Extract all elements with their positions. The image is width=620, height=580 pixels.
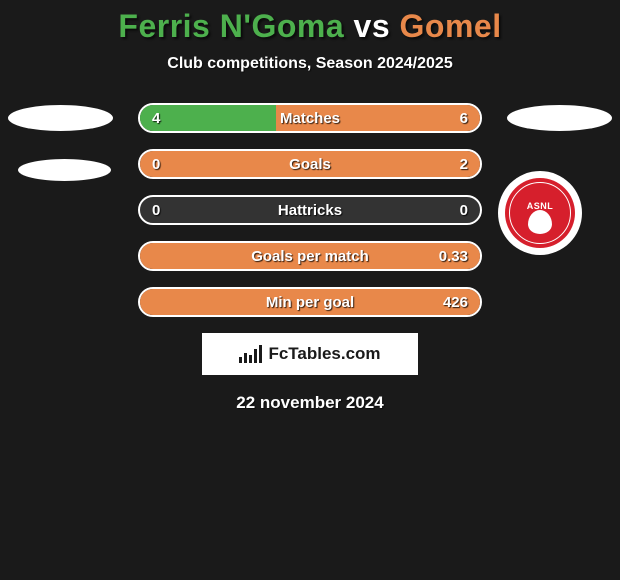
club-badge: ASNL [498, 171, 582, 255]
stat-label: Matches [140, 105, 480, 131]
player2-silhouette [507, 105, 612, 131]
player1-name: Ferris N'Goma [118, 8, 344, 44]
stat-row: 0Hattricks0 [138, 195, 482, 225]
stat-row: 4Matches6 [138, 103, 482, 133]
stat-label: Hattricks [140, 197, 480, 223]
stat-value-right: 6 [460, 105, 468, 131]
stat-value-right: 0.33 [439, 243, 468, 269]
stat-value-right: 426 [443, 289, 468, 315]
stat-row: 0Goals2 [138, 149, 482, 179]
club-badge-inner: ASNL [505, 178, 575, 248]
stat-value-right: 0 [460, 197, 468, 223]
stat-row: Min per goal426 [138, 287, 482, 317]
silhouette-body [18, 159, 111, 181]
badge-emblem-icon [528, 210, 552, 234]
date-text: 22 november 2024 [0, 393, 620, 413]
silhouette-head [8, 105, 113, 131]
player1-silhouette [8, 103, 113, 181]
bar-chart-icon [239, 345, 262, 363]
stat-label: Min per goal [140, 289, 480, 315]
player2-name: Gomel [400, 8, 502, 44]
stat-label: Goals per match [140, 243, 480, 269]
brand-text: FcTables.com [268, 344, 380, 364]
stat-bars: 4Matches60Goals20Hattricks0Goals per mat… [138, 103, 482, 317]
badge-text: ASNL [527, 201, 554, 211]
page-title: Ferris N'Goma vs Gomel [0, 0, 620, 45]
stat-label: Goals [140, 151, 480, 177]
stat-value-right: 2 [460, 151, 468, 177]
stat-row: Goals per match0.33 [138, 241, 482, 271]
vs-text: vs [354, 8, 391, 44]
stats-area: ASNL 4Matches60Goals20Hattricks0Goals pe… [0, 103, 620, 317]
subtitle: Club competitions, Season 2024/2025 [0, 55, 620, 73]
comparison-card: Ferris N'Goma vs Gomel Club competitions… [0, 0, 620, 580]
brand-box: FcTables.com [202, 333, 418, 375]
